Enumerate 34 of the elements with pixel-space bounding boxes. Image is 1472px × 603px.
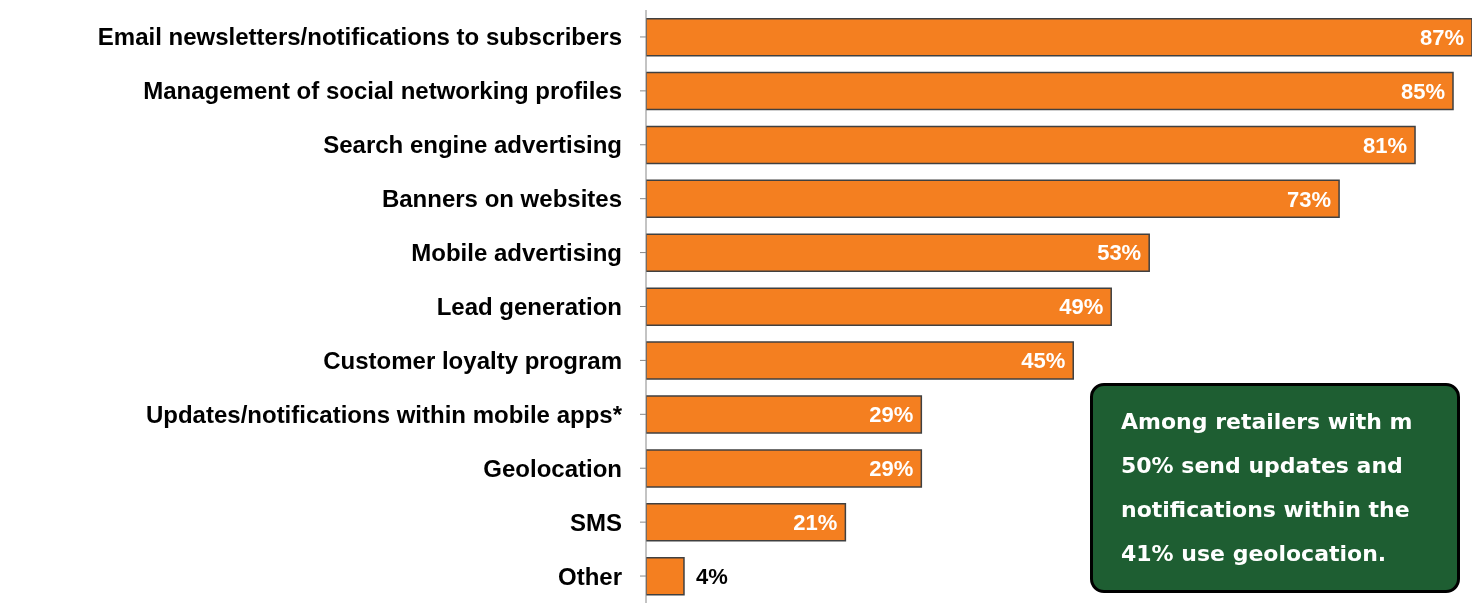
- bar: [646, 449, 923, 488]
- bar: [646, 179, 1340, 219]
- y-tick-label: Other: [557, 562, 622, 590]
- data-label: 21%: [793, 510, 838, 536]
- note-box: Among retailers with m 50% send updates and notifications within the 41% use geolocation.: [1090, 383, 1460, 593]
- bar: [646, 395, 923, 434]
- bar: [646, 125, 1416, 165]
- y-tick-label: Customer loyalty program: [323, 346, 622, 374]
- y-tick-label: Geolocation: [483, 454, 622, 482]
- data-label: 81%: [1362, 132, 1408, 158]
- data-label: 29%: [869, 456, 914, 482]
- data-label: 4%: [695, 563, 728, 589]
- y-tick-label: SMS: [569, 508, 622, 536]
- bar: [646, 341, 1074, 380]
- data-label: 85%: [1400, 78, 1446, 104]
- data-label: 53%: [1097, 240, 1142, 266]
- bar: [646, 287, 1112, 326]
- data-label: 73%: [1287, 186, 1332, 212]
- bar: [646, 17, 1472, 57]
- bar: [646, 233, 1150, 273]
- data-label: 87%: [1419, 24, 1464, 50]
- data-label: 45%: [1021, 348, 1066, 374]
- bar: [646, 556, 685, 596]
- data-label: 29%: [869, 402, 914, 428]
- y-tick-label: Search engine advertising: [323, 131, 622, 159]
- y-tick-label: Banners on websites: [381, 185, 622, 213]
- bar: [646, 503, 847, 542]
- data-label: 49%: [1059, 294, 1104, 320]
- bar: [646, 71, 1454, 111]
- y-tick-label: Lead generation: [436, 293, 622, 321]
- y-tick-label: Email newsletters/notifications to subscribers: [97, 23, 622, 51]
- y-tick-label: Updates/notifications within mobile apps*: [145, 400, 623, 428]
- y-tick-label: Management of social networking profiles: [143, 77, 622, 105]
- y-tick-label: Mobile advertising: [411, 239, 622, 267]
